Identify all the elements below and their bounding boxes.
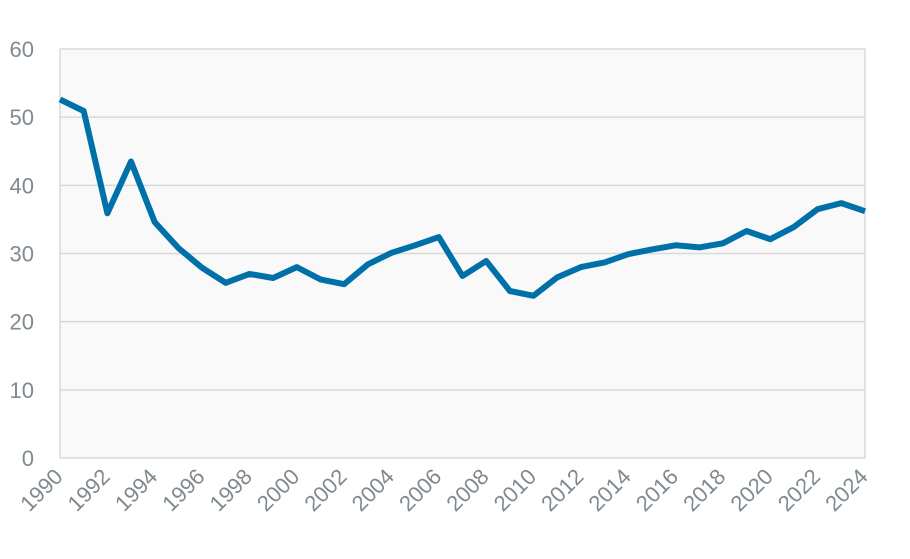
x-tick-label: 2000	[252, 464, 304, 516]
x-tick-label: 1990	[15, 464, 67, 516]
y-tick-label: 50	[10, 105, 34, 130]
y-tick-label: 30	[10, 242, 34, 267]
x-tick-label: 2014	[583, 464, 635, 516]
x-tick-label: 1994	[110, 464, 162, 516]
x-tick-label: 2008	[441, 464, 493, 516]
y-axis: 0 10 20 30 40 50 60	[10, 37, 34, 471]
x-tick-label: 2010	[489, 464, 541, 516]
x-tick-label: 1998	[205, 464, 257, 516]
x-tick-label: 2004	[347, 464, 399, 516]
x-tick-label: 2018	[678, 464, 730, 516]
x-tick-label: 2022	[773, 464, 825, 516]
x-tick-label: 2024	[820, 464, 872, 516]
x-tick-label: 1992	[63, 464, 115, 516]
y-tick-label: 10	[10, 378, 34, 403]
x-tick-label: 2016	[631, 464, 683, 516]
y-tick-label: 0	[22, 446, 34, 471]
x-axis: 1990199219941996199820002002200420062008…	[15, 464, 872, 516]
x-tick-label: 2020	[726, 464, 778, 516]
y-tick-label: 20	[10, 310, 34, 335]
x-tick-label: 2012	[536, 464, 588, 516]
x-tick-label: 2006	[394, 464, 446, 516]
y-tick-label: 40	[10, 173, 34, 198]
y-tick-label: 60	[10, 37, 34, 62]
x-tick-label: 2002	[299, 464, 351, 516]
x-tick-label: 1996	[157, 464, 209, 516]
